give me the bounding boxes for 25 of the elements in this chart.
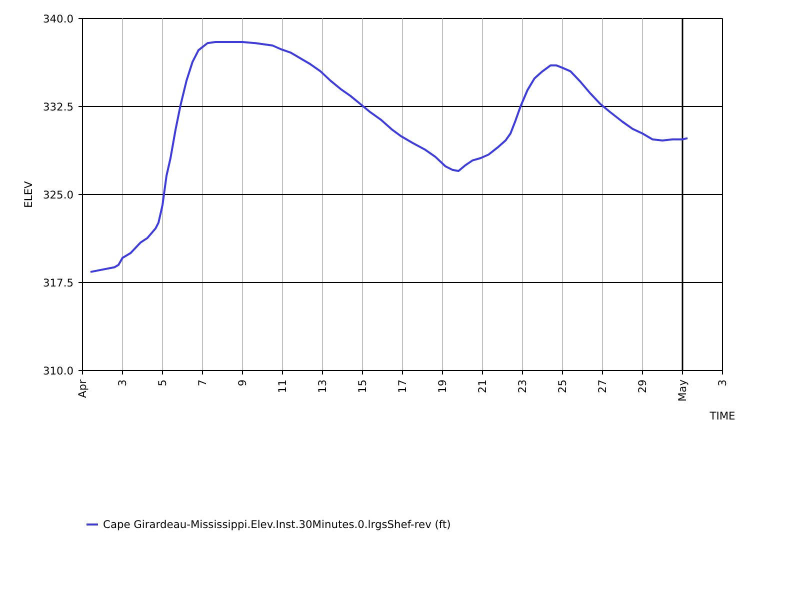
y-tick-label: 325.0 (42, 188, 74, 202)
x-tick-label: 27 (596, 379, 609, 394)
x-tick-label: 29 (636, 379, 649, 394)
x-tick-label: 21 (476, 379, 489, 394)
x-tick-label: 11 (276, 379, 289, 394)
x-tick-label: 7 (196, 380, 209, 386)
legend-label: Cape Girardeau-Mississippi.Elev.Inst.30Minutes.0.lrgsShef-rev (ft) (103, 518, 451, 530)
x-tick-label: 9 (236, 379, 249, 386)
y-axis-title: ELEV (22, 180, 35, 208)
x-tick-label: 13 (316, 379, 329, 394)
x-tick-label: 23 (516, 379, 529, 394)
y-tick-label: 340.0 (42, 12, 74, 26)
x-tick-label: 15 (356, 379, 369, 394)
x-tick-label: 17 (396, 379, 409, 394)
x-axis-title: TIME (708, 410, 736, 423)
x-tick-label: 3 (716, 380, 729, 386)
x-tick-label: 3 (116, 380, 129, 386)
x-tick-label: Apr (76, 378, 89, 398)
x-tick-label: 25 (556, 379, 569, 394)
y-tick-label: 310.0 (42, 364, 74, 378)
y-tick-label: 317.5 (42, 276, 74, 290)
x-tick-label: 5 (156, 380, 169, 386)
x-tick-label: 19 (436, 379, 449, 394)
x-tick-label: May (676, 380, 689, 402)
y-tick-label: 332.5 (42, 100, 74, 114)
